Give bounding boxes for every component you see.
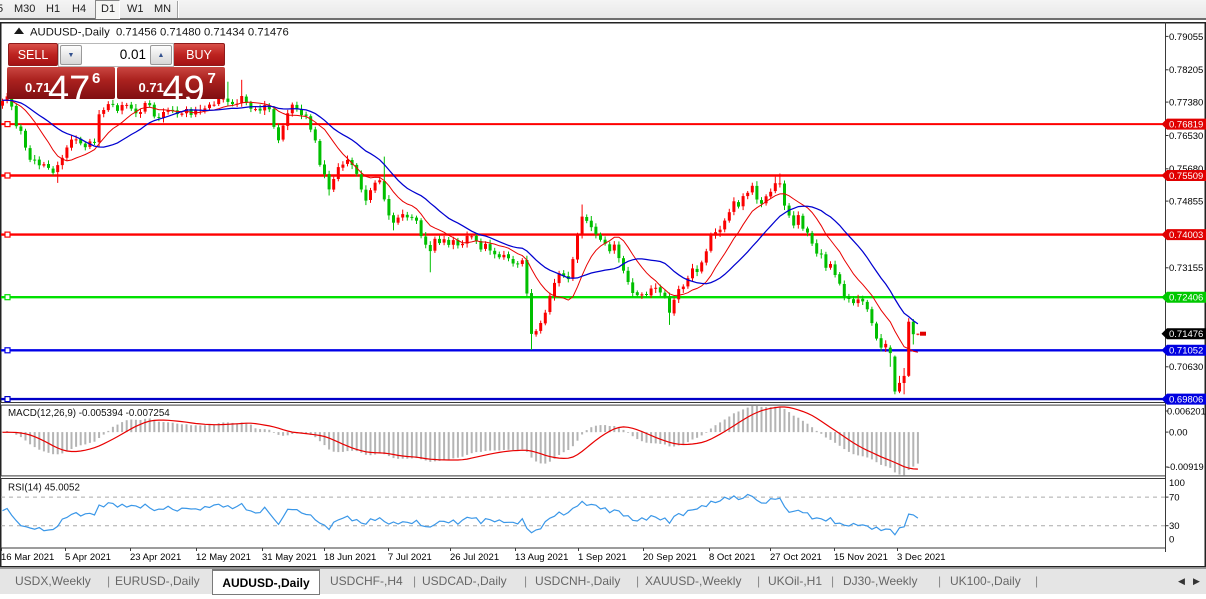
- svg-text:0.006201: 0.006201: [1167, 407, 1206, 417]
- svg-text:8 Oct 2021: 8 Oct 2021: [709, 552, 755, 563]
- svg-text:0.72406: 0.72406: [1169, 293, 1203, 304]
- svg-text:23 Apr 2021: 23 Apr 2021: [130, 552, 181, 563]
- svg-text:13 Aug 2021: 13 Aug 2021: [515, 552, 568, 563]
- svg-text:0.75680: 0.75680: [1169, 164, 1203, 175]
- svg-text:0.73155: 0.73155: [1169, 263, 1203, 274]
- svg-text:16 Mar 2021: 16 Mar 2021: [1, 552, 54, 563]
- svg-text:MACD(12,26,9) -0.005394 -0.007: MACD(12,26,9) -0.005394 -0.007254: [8, 408, 170, 419]
- svg-text:3 Dec 2021: 3 Dec 2021: [897, 552, 946, 563]
- svg-text:100: 100: [1169, 478, 1185, 489]
- svg-text:18 Jun 2021: 18 Jun 2021: [324, 552, 376, 563]
- svg-text:5 Apr 2021: 5 Apr 2021: [65, 552, 111, 563]
- svg-text:-0.00919: -0.00919: [1167, 462, 1204, 472]
- svg-text:0.78205: 0.78205: [1169, 65, 1203, 76]
- svg-text:0.74855: 0.74855: [1169, 197, 1203, 208]
- svg-text:0.76530: 0.76530: [1169, 131, 1203, 142]
- svg-text:7 Jul 2021: 7 Jul 2021: [388, 552, 432, 563]
- svg-text:0.79055: 0.79055: [1169, 32, 1203, 43]
- svg-text:27 Oct 2021: 27 Oct 2021: [770, 552, 822, 563]
- svg-text:0.00: 0.00: [1169, 428, 1188, 439]
- svg-text:AUDUSD-,Daily 0.71456 0.71480: AUDUSD-,Daily 0.71456 0.71480 0.71434 0.…: [30, 27, 289, 39]
- svg-text:30: 30: [1169, 521, 1180, 532]
- svg-text:0.71476: 0.71476: [1169, 329, 1203, 340]
- svg-text:0: 0: [1169, 535, 1174, 546]
- svg-text:20 Sep 2021: 20 Sep 2021: [643, 552, 697, 563]
- svg-text:26 Jul 2021: 26 Jul 2021: [450, 552, 499, 563]
- svg-text:0.69806: 0.69806: [1169, 395, 1203, 406]
- svg-text:0.76819: 0.76819: [1169, 120, 1203, 131]
- svg-text:12 May 2021: 12 May 2021: [196, 552, 251, 563]
- svg-text:0.75509: 0.75509: [1169, 171, 1203, 182]
- svg-text:1 Sep 2021: 1 Sep 2021: [578, 552, 627, 563]
- svg-text:RSI(14) 45.0052: RSI(14) 45.0052: [8, 483, 80, 494]
- svg-text:0.70630: 0.70630: [1169, 362, 1203, 373]
- svg-text:0.74003: 0.74003: [1169, 230, 1203, 241]
- svg-text:70: 70: [1169, 493, 1180, 504]
- svg-text:15 Nov 2021: 15 Nov 2021: [834, 552, 888, 563]
- svg-text:31 May 2021: 31 May 2021: [262, 552, 317, 563]
- svg-text:0.71052: 0.71052: [1169, 346, 1203, 357]
- svg-text:0.77380: 0.77380: [1169, 98, 1203, 109]
